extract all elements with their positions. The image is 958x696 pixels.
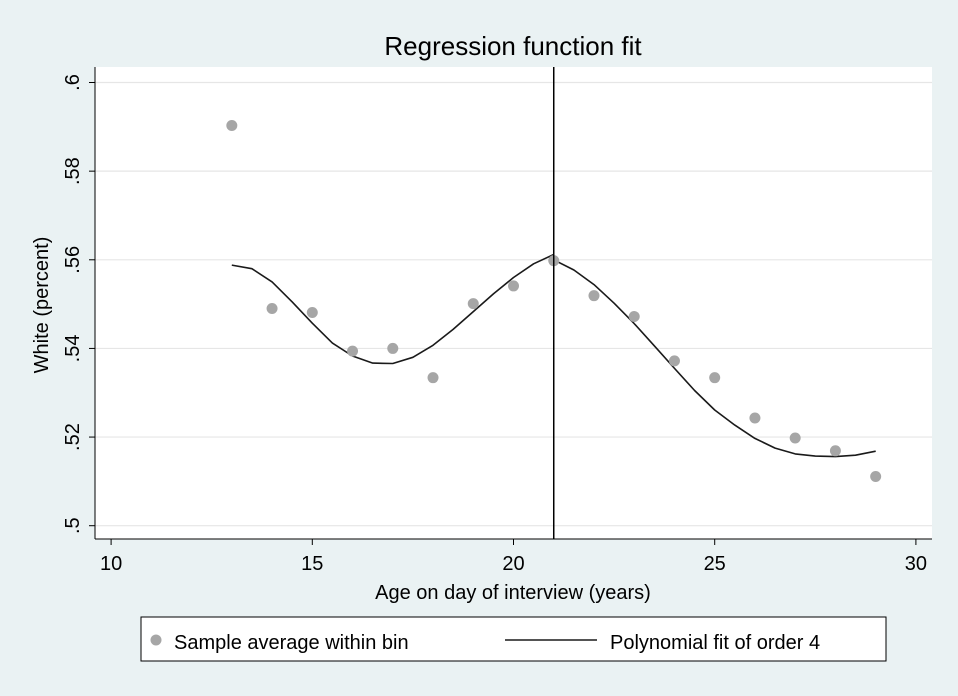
legend-box bbox=[140, 616, 887, 662]
x-tick-label: 15 bbox=[301, 553, 323, 575]
y-tick-label: .6 bbox=[62, 74, 84, 91]
y-tick-label: .54 bbox=[62, 335, 84, 363]
x-axis-label: Age on day of interview (years) bbox=[375, 582, 651, 604]
scatter-point bbox=[829, 445, 841, 457]
scatter-point bbox=[709, 372, 721, 384]
legend-label-scatter: Sample average within bin bbox=[174, 632, 409, 654]
y-axis-label: White (percent) bbox=[31, 237, 53, 374]
scatter-point bbox=[266, 303, 278, 315]
scatter-point bbox=[387, 342, 399, 354]
y-tick-label: .56 bbox=[62, 246, 84, 274]
scatter-point bbox=[427, 372, 439, 384]
legend: Sample average within bin Polynomial fit… bbox=[140, 616, 887, 662]
y-tick-label: .5 bbox=[62, 517, 84, 534]
scatter-point bbox=[467, 298, 479, 310]
scatter-point bbox=[306, 307, 318, 319]
chart-title: Regression function fit bbox=[384, 31, 642, 61]
fit-line-right bbox=[553, 259, 876, 458]
axes: .5 .52 .54 .56 .58 .6 10 15 20 25 30 bbox=[62, 67, 932, 575]
scatter-point bbox=[668, 355, 680, 367]
scatter-point bbox=[347, 345, 359, 357]
scatter-point bbox=[749, 412, 761, 424]
x-tick-label: 25 bbox=[704, 553, 726, 575]
legend-label-fit: Polynomial fit of order 4 bbox=[610, 632, 820, 654]
scatter-point bbox=[226, 120, 238, 132]
data-series bbox=[226, 67, 882, 539]
grid-lines bbox=[95, 81, 932, 527]
scatter-point bbox=[789, 432, 801, 444]
x-tick-label: 30 bbox=[905, 553, 927, 575]
scatter-point bbox=[588, 290, 600, 302]
x-tick-label: 10 bbox=[100, 553, 122, 575]
legend-dot-marker bbox=[150, 634, 162, 646]
y-tick-label: .58 bbox=[62, 157, 84, 185]
plot-area bbox=[95, 67, 932, 539]
y-tick-label: .52 bbox=[62, 423, 84, 451]
scatter-point bbox=[508, 280, 519, 292]
scatter-point bbox=[628, 311, 640, 323]
x-tick-label: 20 bbox=[502, 553, 524, 575]
scatter-point bbox=[870, 471, 882, 483]
fit-line-left bbox=[231, 253, 555, 365]
